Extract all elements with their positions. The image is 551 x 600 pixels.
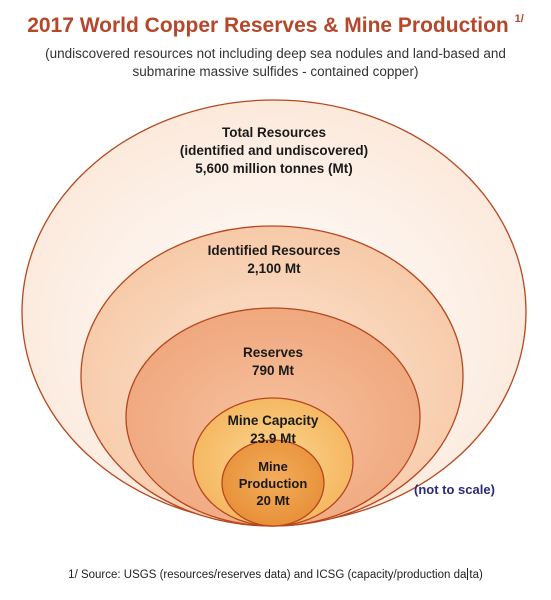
- title-footnote-marker: 1/: [514, 13, 524, 25]
- mine-production-value: 20 Mt: [256, 493, 290, 508]
- diagram-subtitle: (undiscovered resources not including de…: [45, 46, 506, 79]
- identified-resources-value: 2,100 Mt: [247, 261, 301, 276]
- mine-capacity-value: 23.9 Mt: [250, 431, 296, 446]
- reserves-value: 790 Mt: [251, 363, 295, 378]
- not-to-scale-note: (not to scale): [414, 482, 495, 497]
- mine-production-name-line1: Mine: [258, 459, 288, 474]
- footnote-text-part1: 1/ Source: USGS (resources/reserves data…: [68, 569, 467, 581]
- source-footnote: 1/ Source: USGS (resources/reserves data…: [0, 568, 551, 581]
- mine-production-label: Mine Production 20 Mt: [213, 458, 333, 509]
- identified-resources-name: Identified Resources: [207, 243, 341, 258]
- mine-production-ellipse: [221, 439, 325, 527]
- identified-resources-label: Identified Resources 2,100 Mt: [124, 242, 424, 278]
- mine-capacity-label: Mine Capacity 23.9 Mt: [193, 412, 353, 448]
- text-cursor: [467, 568, 469, 580]
- mine-production-name-line2: Production: [238, 476, 308, 491]
- diagram-title: 2017 World Copper Reserves & Mine Produc…: [0, 13, 551, 38]
- total-resources-detail: (identified and undiscovered): [179, 143, 369, 158]
- reserves-name: Reserves: [242, 345, 304, 360]
- total-resources-value: 5,600 million tonnes (Mt): [195, 161, 353, 176]
- total-resources-name: Total Resources: [221, 125, 327, 140]
- reserves-label: Reserves 790 Mt: [173, 344, 373, 380]
- title-text: 2017 World Copper Reserves & Mine Produc…: [27, 14, 509, 37]
- mine-capacity-name: Mine Capacity: [227, 413, 319, 428]
- footnote-text-part2: ta): [469, 569, 483, 581]
- total-resources-label: Total Resources (identified and undiscov…: [124, 124, 424, 178]
